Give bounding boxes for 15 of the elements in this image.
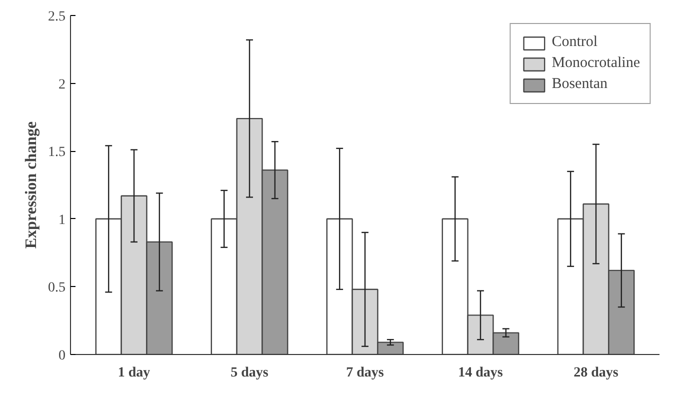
x-tick-label: 7 days xyxy=(346,366,384,380)
x-tick-label: 5 days xyxy=(230,366,269,380)
y-tick-label: 0 xyxy=(58,348,66,364)
y-tick-label: 2 xyxy=(58,77,66,92)
x-tick-label: 28 days xyxy=(574,366,619,380)
legend-label: Control xyxy=(552,34,598,51)
x-tick-label: 14 days xyxy=(458,366,504,380)
y-tick-label: 0.5 xyxy=(48,280,66,296)
y-tick-label: 1.5 xyxy=(48,145,66,160)
legend-label: Bosentan xyxy=(552,76,608,93)
y-tick-label: 2.5 xyxy=(48,10,66,24)
y-axis-title: Expression change xyxy=(23,121,40,249)
y-tick-label: 1 xyxy=(58,212,66,228)
legend-label: Monocrotaline xyxy=(552,55,640,72)
x-tick-label: 1 day xyxy=(118,366,150,380)
